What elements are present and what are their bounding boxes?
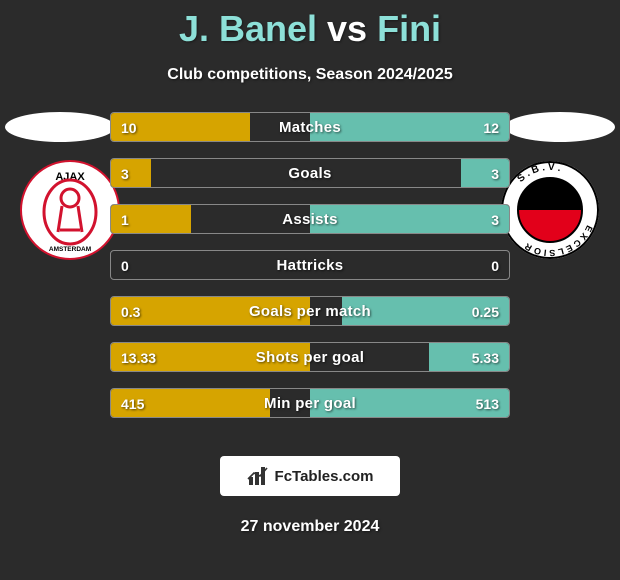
team-badge-left: AJAX AMSTERDAM	[20, 160, 120, 260]
site-logo-text: FcTables.com	[275, 468, 374, 485]
player2-name: Fini	[377, 8, 441, 49]
stat-row: 0.30.25Goals per match	[110, 296, 510, 326]
comparison-stage: AJAX AMSTERDAM S . B . V . E X C E L S I…	[0, 112, 620, 428]
stat-row: 415513Min per goal	[110, 388, 510, 418]
stat-row: 00Hattricks	[110, 250, 510, 280]
stat-label: Goals	[111, 159, 509, 188]
player1-name: J. Banel	[179, 8, 317, 49]
site-logo-box: FcTables.com	[220, 456, 400, 496]
fctables-chart-icon	[247, 465, 269, 487]
stat-row: 13Assists	[110, 204, 510, 234]
title-separator: vs	[327, 8, 367, 49]
stat-row: 33Goals	[110, 158, 510, 188]
stat-label: Assists	[111, 205, 509, 234]
comparison-title: J. Banel vs Fini	[0, 0, 620, 50]
stat-label: Min per goal	[111, 389, 509, 418]
stat-label: Shots per goal	[111, 343, 509, 372]
stat-row: 13.335.33Shots per goal	[110, 342, 510, 372]
excelsior-badge-icon: S . B . V . E X C E L S I O R	[500, 160, 600, 260]
svg-text:AMSTERDAM: AMSTERDAM	[49, 246, 91, 253]
spotlight-ellipse-left	[5, 112, 115, 142]
stat-label: Matches	[111, 113, 509, 142]
stat-row: 1012Matches	[110, 112, 510, 142]
stat-label: Goals per match	[111, 297, 509, 326]
stat-label: Hattricks	[111, 251, 509, 280]
ajax-badge-icon: AJAX AMSTERDAM	[20, 160, 120, 260]
footer-date: 27 november 2024	[0, 518, 620, 536]
season-subtitle: Club competitions, Season 2024/2025	[0, 66, 620, 84]
team-badge-right: S . B . V . E X C E L S I O R	[500, 160, 600, 260]
stat-bars-container: 1012Matches 33Goals 13Assists 00Hattricks 0.…	[110, 112, 510, 434]
spotlight-ellipse-right	[505, 112, 615, 142]
